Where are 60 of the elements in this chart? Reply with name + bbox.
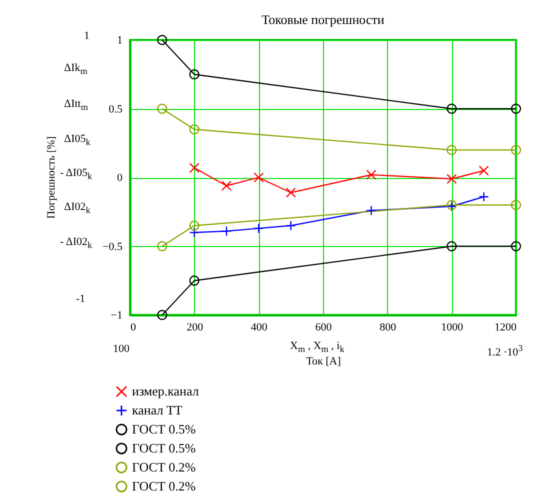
text: ΔI02$_{k}$	[64, 201, 90, 216]
text: ΔItt$_{m}$	[64, 98, 88, 112]
point	[478, 192, 489, 202]
y-axis-title: Погрешность [%]	[46, 136, 58, 219]
point	[446, 104, 457, 114]
point	[478, 166, 489, 176]
y-tick-label: −1	[110, 310, 122, 322]
point	[221, 226, 232, 236]
point	[254, 172, 264, 183]
legend-label: ГОСТ 0.2%	[132, 460, 196, 474]
point	[189, 162, 200, 173]
legend-label: канал ТТ	[132, 402, 182, 418]
point	[157, 241, 168, 252]
y-tick-label: 0.5	[108, 103, 123, 116]
point	[189, 276, 200, 286]
point	[510, 200, 522, 210]
text: ΔIk$_{m}$	[64, 62, 88, 76]
point	[446, 144, 457, 156]
y-tick-label: 0	[117, 172, 123, 184]
point	[189, 69, 200, 80]
text: - ΔI05$_{k}$	[60, 167, 92, 182]
x-tick-label: 400	[250, 322, 268, 334]
point	[286, 220, 296, 231]
x-tick-label: 800	[380, 322, 397, 334]
point	[366, 205, 376, 216]
text: -1	[76, 293, 86, 305]
point	[189, 124, 200, 134]
point	[189, 227, 200, 238]
x-tick-label: 0	[130, 322, 136, 334]
point	[510, 144, 522, 156]
text: 1	[84, 30, 90, 42]
x-tick-label: 200	[186, 322, 204, 334]
legend-label: ГОСТ 0.5%	[132, 440, 196, 456]
text: - ΔI02$_{k}$	[60, 236, 92, 250]
x-tick-label: 1200	[494, 322, 517, 334]
point	[189, 220, 200, 231]
point	[254, 223, 264, 234]
point	[157, 34, 168, 46]
chart-title: Токовые погрешности	[262, 12, 384, 28]
text: 1.2 ·10$^{3}$	[487, 343, 523, 359]
x-tick-label: 1000	[441, 322, 464, 334]
y-tick-label: −0.5	[102, 240, 123, 253]
legend-label: ГОСТ 0.5%	[132, 422, 196, 436]
text: 100	[113, 343, 130, 355]
x-tick-label: 600	[315, 322, 332, 334]
point	[446, 174, 457, 184]
y-tick-label: 1	[117, 34, 122, 46]
point	[157, 104, 168, 114]
point	[157, 310, 168, 320]
point	[286, 188, 296, 198]
point	[510, 104, 522, 114]
legend-label: измер.канал	[132, 384, 200, 398]
legend-label: ГОСТ 0.2%	[132, 478, 196, 494]
point	[221, 180, 232, 191]
text: ΔI05$_{k}$	[64, 133, 90, 148]
point	[510, 241, 522, 252]
point	[366, 170, 376, 180]
text: X$_{m}$ , X$_{m}$ , i$_{k}$	[290, 340, 344, 354]
x-axis-title: Ток [A]	[306, 356, 341, 368]
point	[446, 241, 457, 252]
